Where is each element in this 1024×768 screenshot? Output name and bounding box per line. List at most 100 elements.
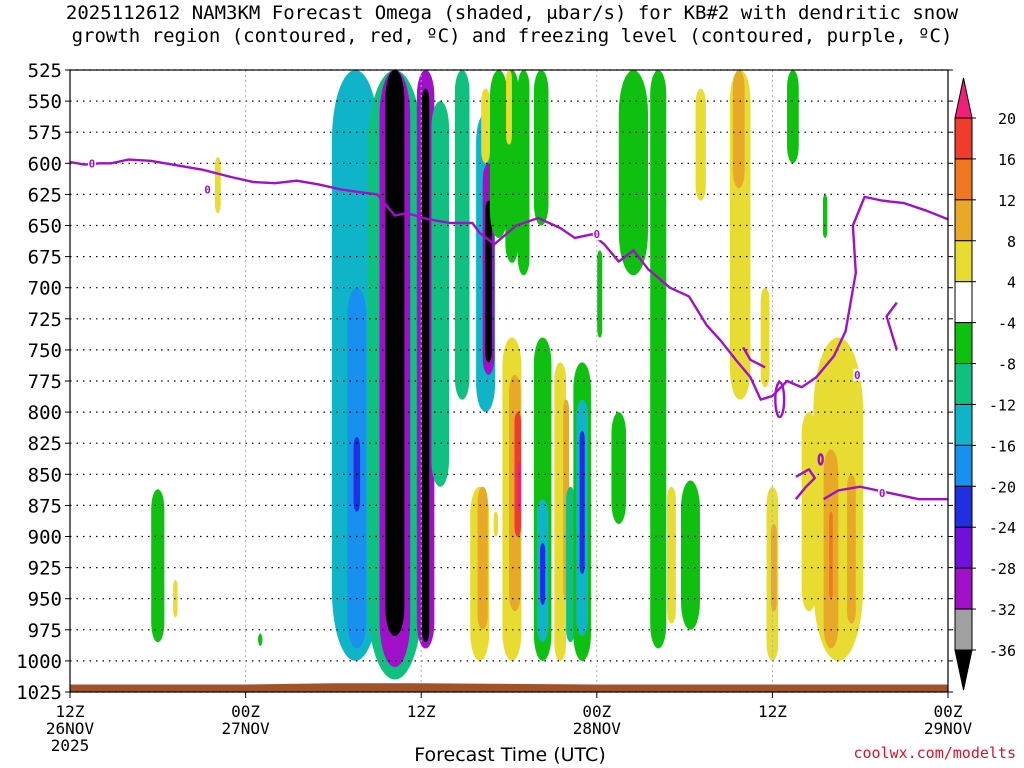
colorbar-bin-1: [954, 117, 973, 160]
y-tick-label-800: 800: [28, 402, 62, 424]
x-tick-year-0: 2025: [51, 736, 90, 755]
colorbar-bin-8: [954, 403, 973, 446]
y-tick-label-875: 875: [28, 495, 62, 517]
colorbar: 20 16 12 8 4 -4 -8 -12 -16 -20 -24 -28 -32 -36: [954, 77, 1016, 691]
omega-region-41: [618, 70, 649, 276]
omega-region-56: [822, 194, 828, 238]
contour-label-2: 0: [593, 228, 600, 241]
title-line-2: growth region (contoured, red, ºC) and f…: [71, 25, 953, 47]
y-tick-label-975: 975: [28, 620, 62, 642]
colorbar-label-1: 16: [998, 151, 1016, 169]
freezing-level-loop-1: [817, 453, 824, 466]
y-tick-label-1000: 1000: [16, 651, 62, 673]
colorbar-bin-4: [954, 240, 973, 283]
y-tick-label-700: 700: [28, 278, 62, 300]
freezing-level-loop-0: [774, 381, 786, 419]
colorbar-bin-14: [954, 649, 973, 691]
omega-region-20: [533, 70, 549, 226]
omega-region-43: [667, 486, 676, 624]
grid: [70, 69, 948, 693]
x-tick-time-5: 00Z: [934, 702, 963, 721]
x-tick-date-3: 28NOV: [573, 719, 622, 738]
omega-region-45: [695, 88, 706, 201]
y-tick-label-725: 725: [28, 309, 62, 331]
terrain: [70, 683, 948, 692]
omega-region-1: [151, 489, 165, 643]
colorbar-bin-2: [954, 158, 973, 201]
omega-region-50: [801, 412, 817, 612]
omega-region-57: [829, 511, 833, 599]
omega-region-0: [214, 157, 221, 214]
omega-region-24: [477, 486, 488, 630]
omega-region-29: [493, 511, 499, 537]
colorbar-label-5: -4: [998, 315, 1016, 333]
x-axis-label: Forecast Time (UTC): [414, 744, 606, 766]
y-tick-label-750: 750: [28, 340, 62, 362]
omega-shading: [151, 70, 864, 680]
omega-region-38: [579, 430, 585, 574]
colorbar-label-9: -20: [989, 478, 1016, 496]
x-tick-date-5: 29NOV: [924, 719, 973, 738]
colorbar-bin-11: [954, 526, 973, 569]
y-tick-label-525: 525: [28, 60, 62, 82]
y-tick-label-900: 900: [28, 527, 62, 549]
x-tick-time-0: 12Z: [56, 702, 85, 721]
title-line-1: 2025112612 NAM3KM Forecast Omega (shaded…: [65, 2, 959, 24]
omega-region-55: [847, 474, 856, 624]
colorbar-label-4: 4: [1007, 274, 1016, 292]
x-tick-date-1: 27NOV: [222, 719, 271, 738]
freezing-level-segment-2: [794, 468, 817, 500]
omega-region-12: [431, 101, 450, 487]
colorbar-bin-13: [954, 608, 973, 651]
contour-label-bg-3: [853, 368, 862, 381]
contour-label-0: 0: [89, 157, 96, 170]
freezing-level-line: [70, 158, 948, 401]
colorbar-label-6: -8: [998, 356, 1016, 374]
x-tick-time-4: 12Z: [758, 702, 787, 721]
contour-label-3: 0: [854, 369, 861, 382]
y-tick-label-850: 850: [28, 464, 62, 486]
x-tick-time-1: 00Z: [231, 702, 260, 721]
contour-label-1: 0: [204, 183, 211, 196]
x-tick-time-3: 00Z: [582, 702, 611, 721]
chart-title: 2025112612 NAM3KM Forecast Omega (shaded…: [0, 2, 1024, 48]
y-tick-label-950: 950: [28, 589, 62, 611]
omega-region-48: [760, 287, 770, 388]
y-tick-label-650: 650: [28, 216, 62, 238]
colorbar-bin-7: [954, 363, 973, 405]
y-tick-label-600: 600: [28, 153, 62, 175]
freezing-level-line-2: [823, 485, 948, 501]
y-tick-label-825: 825: [28, 433, 62, 455]
colorbar-bin-10: [954, 485, 973, 528]
colorbar-label-12: -32: [989, 601, 1016, 619]
omega-region-49: [787, 70, 799, 164]
x-tick-date-0: 26NOV: [46, 719, 95, 738]
y-tick-label-925: 925: [28, 558, 62, 580]
colorbar-bin-9: [954, 444, 973, 487]
omega-region-13: [454, 70, 470, 400]
colorbar-label-3: 8: [1007, 233, 1016, 251]
y-tick-label-775: 775: [28, 371, 62, 393]
omega-region-22: [506, 70, 512, 145]
contour-label-4: 0: [879, 487, 886, 500]
x-tick-time-2: 12Z: [407, 702, 436, 721]
omega-region-44: [680, 480, 700, 630]
colorbar-bin-6: [954, 322, 973, 365]
omega-region-42: [650, 70, 667, 649]
colorbar-label-10: -24: [989, 519, 1016, 537]
credit-link[interactable]: coolwx.com/modelts: [853, 744, 1016, 762]
colorbar-bin-5: [954, 281, 973, 324]
terrain-fill: [70, 683, 948, 692]
omega-region-40: [611, 412, 627, 525]
y-tick-label-550: 550: [28, 91, 62, 113]
y-tick-label-625: 625: [28, 184, 62, 206]
omega-region-52: [770, 524, 777, 612]
y-tick-label-675: 675: [28, 247, 62, 269]
omega-region-47: [732, 70, 745, 189]
omega-region-39: [597, 250, 603, 338]
omega-region-16: [485, 200, 492, 363]
omega-region-32: [540, 542, 546, 605]
omega-region-35: [566, 486, 575, 643]
